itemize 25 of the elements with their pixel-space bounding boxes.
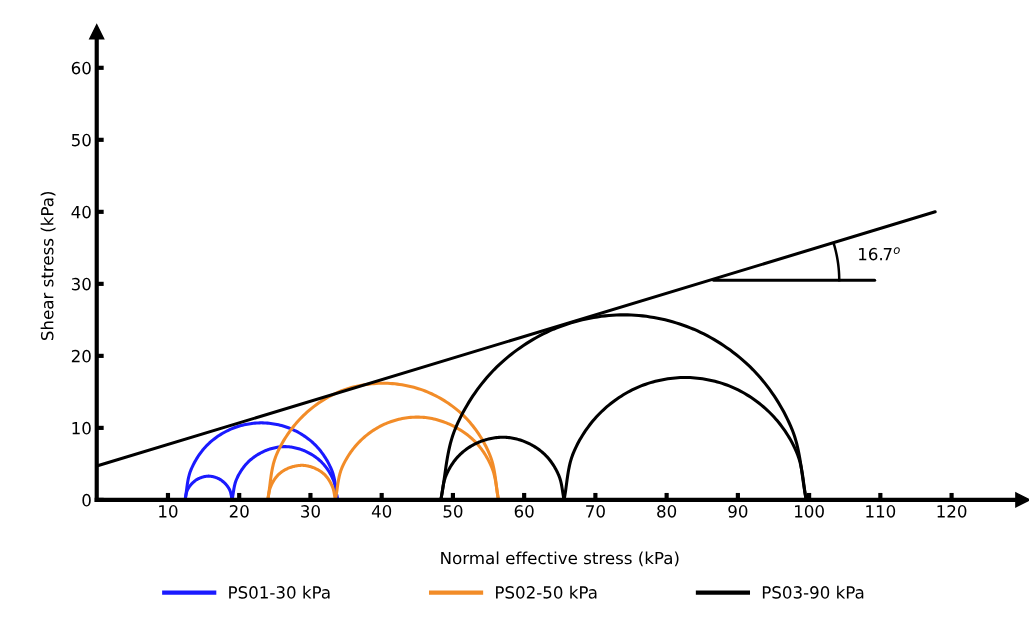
y-tick-label: 60: [71, 61, 91, 75]
legend-label: PS03-90 kPa: [762, 585, 864, 599]
x-tick-label: 50: [443, 505, 463, 518]
x-tick-label: 80: [657, 505, 677, 518]
x-tick-label: 70: [586, 505, 605, 518]
y-tick-label: 0: [82, 493, 91, 507]
y-tick-label: 10: [72, 421, 91, 435]
x-tick-label: 20: [229, 505, 249, 518]
x-tick-label: 120: [937, 505, 967, 518]
legend-label: PS01-30 kPa: [229, 585, 330, 599]
legend-label: PS02-50 kPa: [496, 585, 597, 599]
x-axis-title: Normal effective stress (kPa): [441, 551, 679, 567]
y-tick-label: 20: [71, 349, 91, 363]
x-tick-label: 110: [866, 505, 896, 518]
x-tick-label: 30: [301, 505, 320, 518]
x-tick-label: 60: [514, 505, 534, 518]
y-tick-label: 50: [71, 133, 91, 147]
x-tick-label: 40: [371, 505, 392, 518]
annotation: 16.7$^{o}$: [859, 247, 900, 261]
y-tick-label: 40: [71, 205, 91, 219]
y-axis-title: Shear stress (kPa): [40, 192, 56, 341]
y-tick-label: 30: [71, 277, 91, 291]
x-tick-label: 10: [159, 505, 178, 518]
x-tick-label: 90: [728, 505, 748, 518]
x-tick-label: 100: [795, 505, 824, 518]
